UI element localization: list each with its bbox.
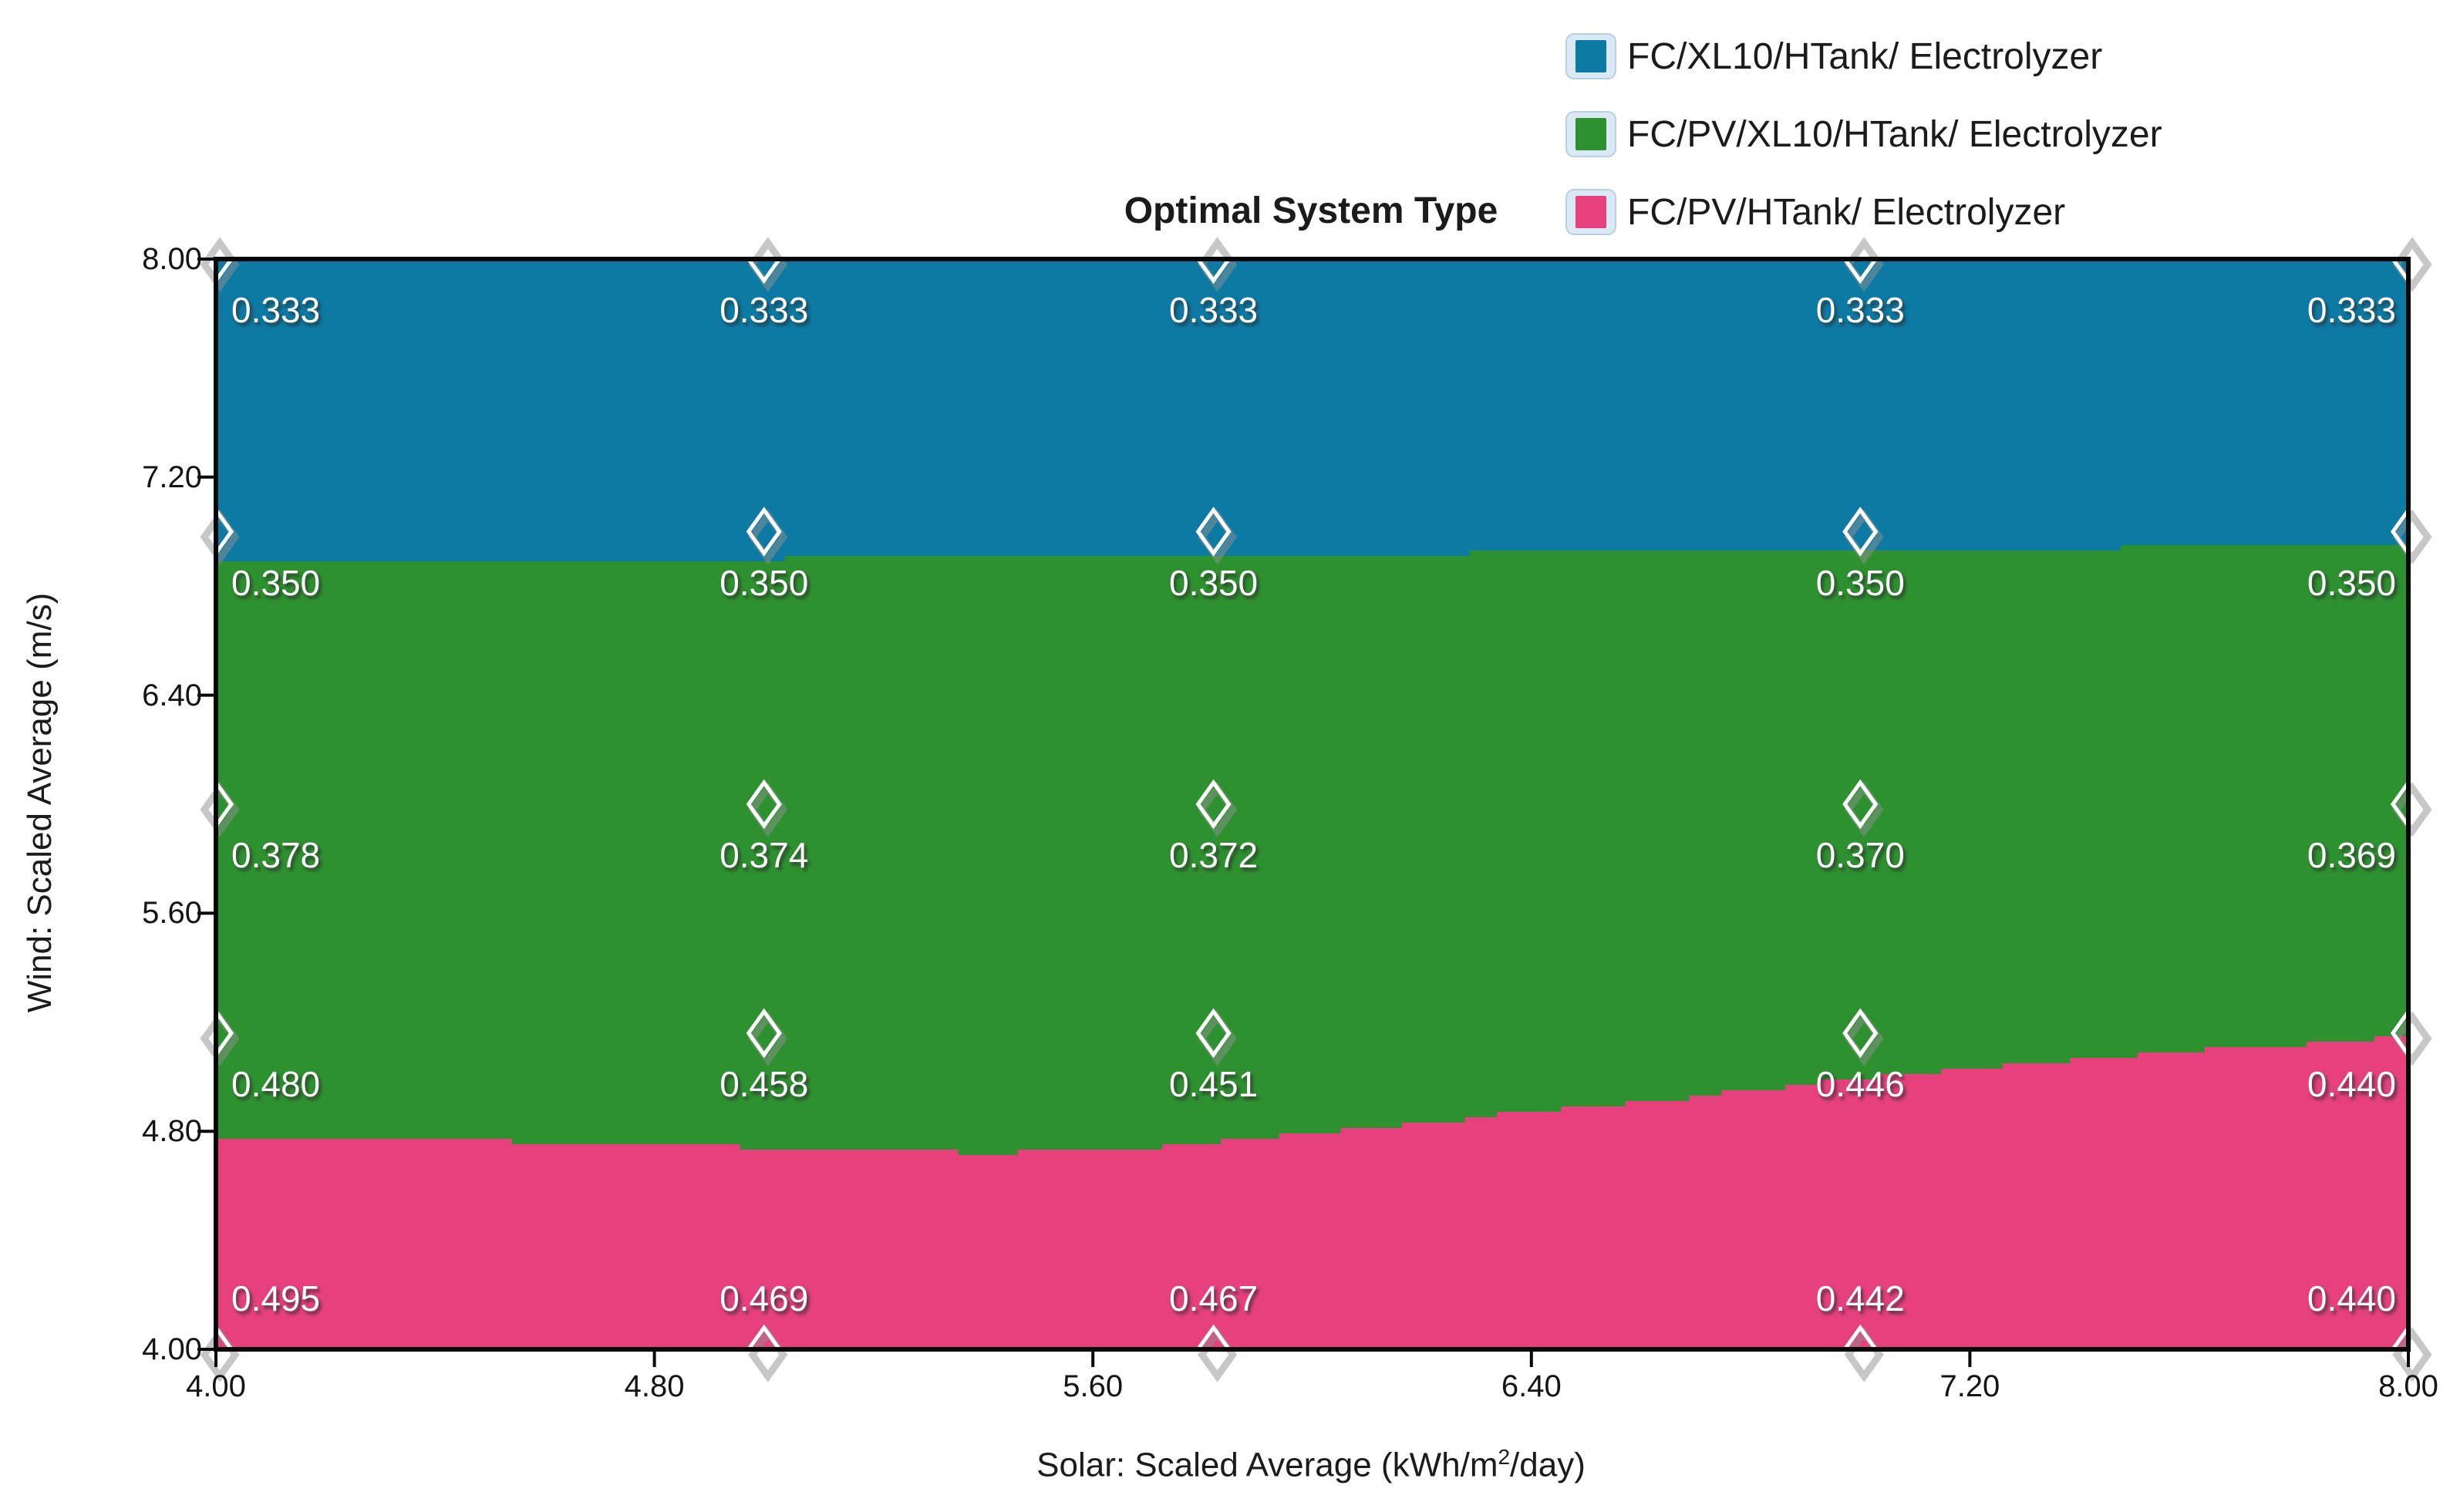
diamond-marker-shadow [200, 237, 240, 292]
y-axis-title: Wind: Scaled Average (m/s) [21, 592, 59, 1013]
diamond-marker-icon [1195, 1324, 1232, 1349]
y-tick-label: 4.00 [142, 1332, 202, 1366]
diamond-marker-icon [216, 779, 234, 830]
diamond-marker-icon [746, 259, 782, 285]
value-label: 0.458 [719, 1063, 809, 1104]
value-label: 0.333 [231, 290, 321, 330]
diamond-marker-icon [2390, 779, 2408, 830]
y-tick-label: 5.60 [142, 896, 202, 931]
marker-shadows [200, 237, 2432, 1382]
region-blue [216, 259, 2408, 561]
x-tick-label: 5.60 [1063, 1369, 1124, 1403]
diamond-marker-shadow [2392, 782, 2432, 837]
value-label: 0.350 [231, 562, 321, 603]
diamond-marker-icon [1195, 1008, 1232, 1059]
value-label: 0.374 [719, 835, 809, 875]
value-label: 0.333 [1815, 290, 1905, 330]
value-label: 0.480 [231, 1063, 321, 1104]
diamond-marker-shadow [1844, 237, 1884, 292]
legend-item: FC/PV/XL10/HTank/ Electrolyzer [1567, 103, 2162, 166]
chart-title: Optimal System Type [1124, 190, 1498, 231]
value-label: 0.440 [2307, 1278, 2396, 1318]
value-label: 0.350 [719, 562, 809, 603]
value-label: 0.378 [231, 835, 321, 875]
region-fills [216, 259, 2408, 1349]
x-axis-title-suffix: /day) [1510, 1446, 1586, 1484]
diamond-marker-shadow [200, 1011, 240, 1066]
value-label: 0.442 [1815, 1278, 1905, 1318]
value-label: 0.467 [1169, 1278, 1259, 1318]
diamond-marker-icon [2390, 1324, 2408, 1349]
y-tick-label: 7.20 [142, 460, 202, 494]
legend-swatch-icon [1567, 113, 1615, 156]
value-label: 0.333 [719, 290, 809, 330]
diamond-marker-icon [1195, 779, 1232, 830]
value-label: 0.350 [2307, 562, 2396, 603]
x-tick-label: 6.40 [1501, 1369, 1562, 1403]
diamond-marker-icon [216, 1324, 234, 1349]
legend-label: FC/PV/HTank/ Electrolyzer [1627, 191, 2066, 233]
diamond-marker-shadow [1198, 237, 1238, 292]
value-label: 0.333 [1169, 290, 1259, 330]
value-label: 0.440 [2307, 1063, 2396, 1104]
diamond-marker-icon [1842, 259, 1879, 285]
diamond-marker-shadow [2392, 509, 2432, 565]
diamond-marker-icon [2390, 507, 2408, 557]
x-tick-label: 8.00 [2378, 1369, 2438, 1403]
legend-label: FC/XL10/HTank/ Electrolyzer [1627, 35, 2103, 77]
legend-swatch-icon [1567, 35, 1615, 78]
x-tick-label: 7.20 [1939, 1369, 2000, 1403]
y-tick-label: 8.00 [142, 242, 202, 276]
diamond-markers [216, 259, 2408, 1349]
legend: FC/XL10/HTank/ Electrolyzer FC/PV/XL10/H… [1567, 25, 2162, 244]
legend-label: FC/PV/XL10/HTank/ Electrolyzer [1627, 113, 2162, 155]
value-label: 0.369 [2307, 835, 2396, 875]
value-label: 0.333 [2307, 290, 2396, 330]
x-tick-label: 4.80 [624, 1369, 685, 1403]
x-axis-title: Solar: Scaled Average (kWh/m2/day) [925, 1445, 1697, 1485]
diamond-marker-icon [1195, 259, 1232, 285]
value-label: 0.350 [1169, 562, 1259, 603]
diamond-marker-shadow [748, 237, 788, 292]
legend-item: FC/XL10/HTank/ Electrolyzer [1567, 25, 2162, 88]
diamond-marker-icon [1195, 507, 1232, 557]
diamond-marker-shadow [2392, 237, 2432, 292]
diamond-marker-icon [1842, 1324, 1879, 1349]
x-tick-label: 4.00 [186, 1369, 246, 1403]
diamond-marker-icon [1842, 1008, 1879, 1059]
diamond-marker-icon [746, 507, 782, 557]
value-label: 0.446 [1815, 1063, 1905, 1104]
legend-item: FC/PV/HTank/ Electrolyzer [1567, 180, 2162, 244]
diamond-marker-icon [1842, 779, 1879, 830]
diamond-marker-icon [1842, 507, 1879, 557]
diamond-marker-shadow [2392, 1011, 2432, 1066]
diamond-marker-icon [746, 1008, 782, 1059]
diamond-marker-icon [746, 1324, 782, 1349]
value-label: 0.350 [1815, 562, 1905, 603]
diamond-marker-icon [2390, 1008, 2408, 1059]
value-label: 0.495 [231, 1278, 321, 1318]
x-axis-title-superscript: 2 [1498, 1445, 1511, 1469]
diamond-marker-shadow [200, 509, 240, 565]
y-tick-label: 6.40 [142, 678, 202, 712]
x-axis-title-prefix: Solar: Scaled Average (kWh/m [1036, 1446, 1498, 1484]
value-label: 0.451 [1169, 1063, 1259, 1104]
diamond-marker-icon [746, 779, 782, 830]
value-label: 0.469 [719, 1278, 809, 1318]
legend-swatch-icon [1567, 190, 1615, 234]
diamond-marker-shadow [200, 782, 240, 837]
y-tick-label: 4.80 [142, 1114, 202, 1149]
value-label: 0.372 [1169, 835, 1259, 875]
plot-border [214, 257, 2411, 1352]
diamond-marker-icon [216, 507, 234, 557]
value-label: 0.370 [1815, 835, 1905, 875]
diamond-marker-icon [216, 1008, 234, 1059]
